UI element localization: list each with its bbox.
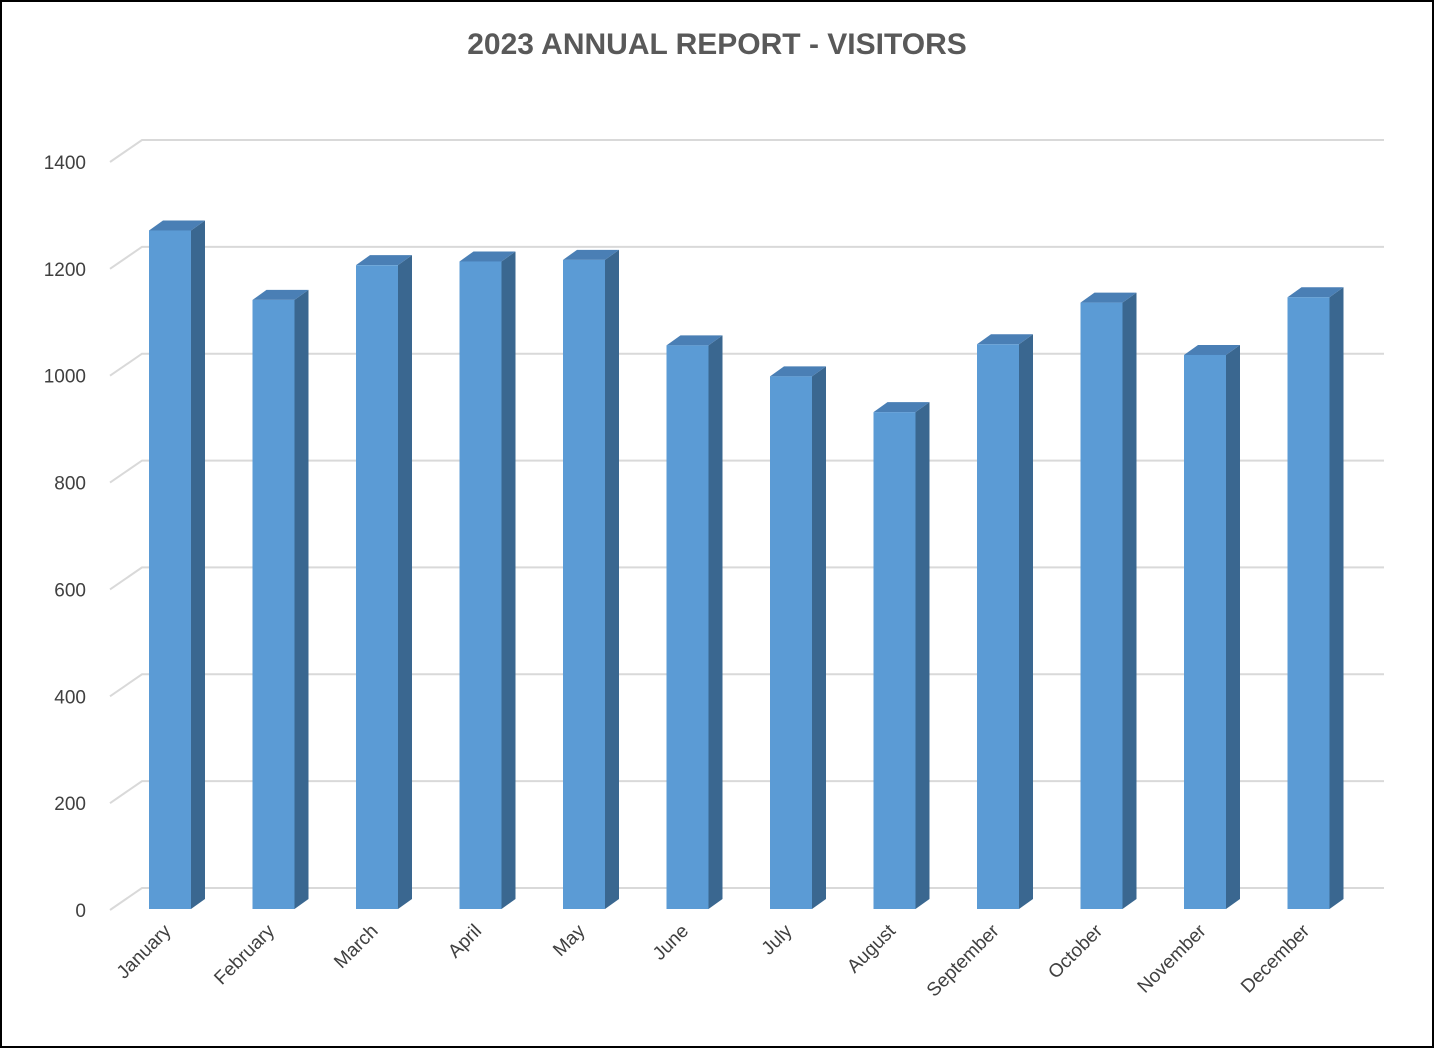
- bar-top-face: [1287, 287, 1344, 298]
- bar-side-face: [1019, 334, 1033, 909]
- bar-july: [770, 366, 826, 909]
- y-tick-label: 200: [54, 794, 86, 815]
- x-category-label: June: [649, 921, 693, 965]
- x-category-label: January: [113, 920, 176, 983]
- y-tick-label: 1200: [44, 260, 86, 281]
- x-category-label: February: [210, 920, 279, 989]
- bar-side-face: [398, 255, 412, 909]
- bar-side-face: [1329, 287, 1344, 909]
- bar-june: [666, 335, 723, 909]
- bar-front-face: [977, 344, 1019, 909]
- gridlines: [109, 139, 1384, 911]
- bar-side-face: [812, 366, 826, 909]
- bar-april: [459, 251, 516, 910]
- x-category-label: September: [923, 920, 1004, 1001]
- gridline: [109, 780, 1384, 804]
- bar-front-face: [356, 265, 398, 910]
- x-category-label: July: [758, 920, 797, 959]
- x-category-label: October: [1044, 920, 1107, 983]
- bar-top-face: [149, 220, 205, 231]
- bar-top-face: [252, 289, 309, 300]
- bar-front-face: [873, 412, 916, 909]
- bar-side-face: [915, 402, 930, 909]
- x-category-label: May: [549, 920, 590, 961]
- x-category-label: November: [1134, 920, 1211, 997]
- bar-top-face: [770, 366, 826, 377]
- bar-top-face: [563, 249, 619, 260]
- gridline: [109, 673, 1384, 698]
- chart-title: 2023 ANNUAL REPORT - VISITORS: [467, 28, 967, 61]
- y-axis-tick-labels: 0 200 400 600 800 1000 1200 1400: [44, 153, 86, 922]
- gridline: [109, 139, 1384, 163]
- y-tick-label: 1400: [44, 153, 86, 174]
- bar-front-face: [149, 230, 191, 909]
- x-axis-category-labels: January February March April May June July Augu…: [113, 920, 1315, 1001]
- bar-side-face: [605, 249, 619, 910]
- bar-september: [977, 334, 1033, 909]
- bar-front-face: [1184, 354, 1226, 910]
- bar-top-face: [666, 335, 723, 346]
- bar-october: [1080, 292, 1137, 910]
- bar-side-face: [1122, 292, 1137, 910]
- y-tick-label: 400: [54, 687, 86, 708]
- y-tick-label: 0: [75, 901, 86, 922]
- gridline: [109, 887, 1384, 911]
- x-category-label: August: [843, 920, 900, 977]
- bar-side-face: [708, 335, 723, 909]
- bar-top-face: [1080, 292, 1137, 303]
- bar-december: [1287, 287, 1344, 909]
- y-tick-label: 1000: [44, 367, 86, 388]
- gridline: [109, 245, 1384, 270]
- bar-side-face: [1226, 344, 1240, 910]
- bar-side-face: [294, 289, 309, 909]
- bar-january: [149, 220, 205, 909]
- bar-front-face: [252, 299, 295, 909]
- gridline: [109, 352, 1384, 377]
- x-category-label: April: [444, 921, 486, 963]
- bar-top-face: [356, 255, 412, 266]
- bar-august: [873, 402, 930, 909]
- bar-front-face: [770, 376, 812, 909]
- bar-side-face: [501, 251, 516, 910]
- bars: [149, 220, 1344, 910]
- bar-front-face: [666, 345, 709, 909]
- y-tick-label: 600: [54, 580, 86, 601]
- bar-front-face: [459, 261, 502, 910]
- gridline: [109, 566, 1384, 591]
- bar-november: [1184, 344, 1240, 910]
- bar-may: [563, 249, 619, 910]
- bar-front-face: [563, 259, 605, 909]
- bar-top-face: [459, 251, 516, 262]
- x-category-label: December: [1237, 920, 1314, 997]
- gridline: [109, 459, 1384, 484]
- bar-top-face: [1184, 344, 1240, 355]
- bar-side-face: [191, 220, 205, 909]
- y-tick-label: 800: [54, 474, 86, 495]
- x-category-label: March: [330, 921, 382, 973]
- bar-march: [356, 255, 412, 910]
- bar-top-face: [977, 334, 1033, 345]
- bar-front-face: [1287, 297, 1330, 909]
- bar-top-face: [873, 402, 930, 413]
- bar-february: [252, 289, 309, 909]
- bar-front-face: [1080, 302, 1123, 910]
